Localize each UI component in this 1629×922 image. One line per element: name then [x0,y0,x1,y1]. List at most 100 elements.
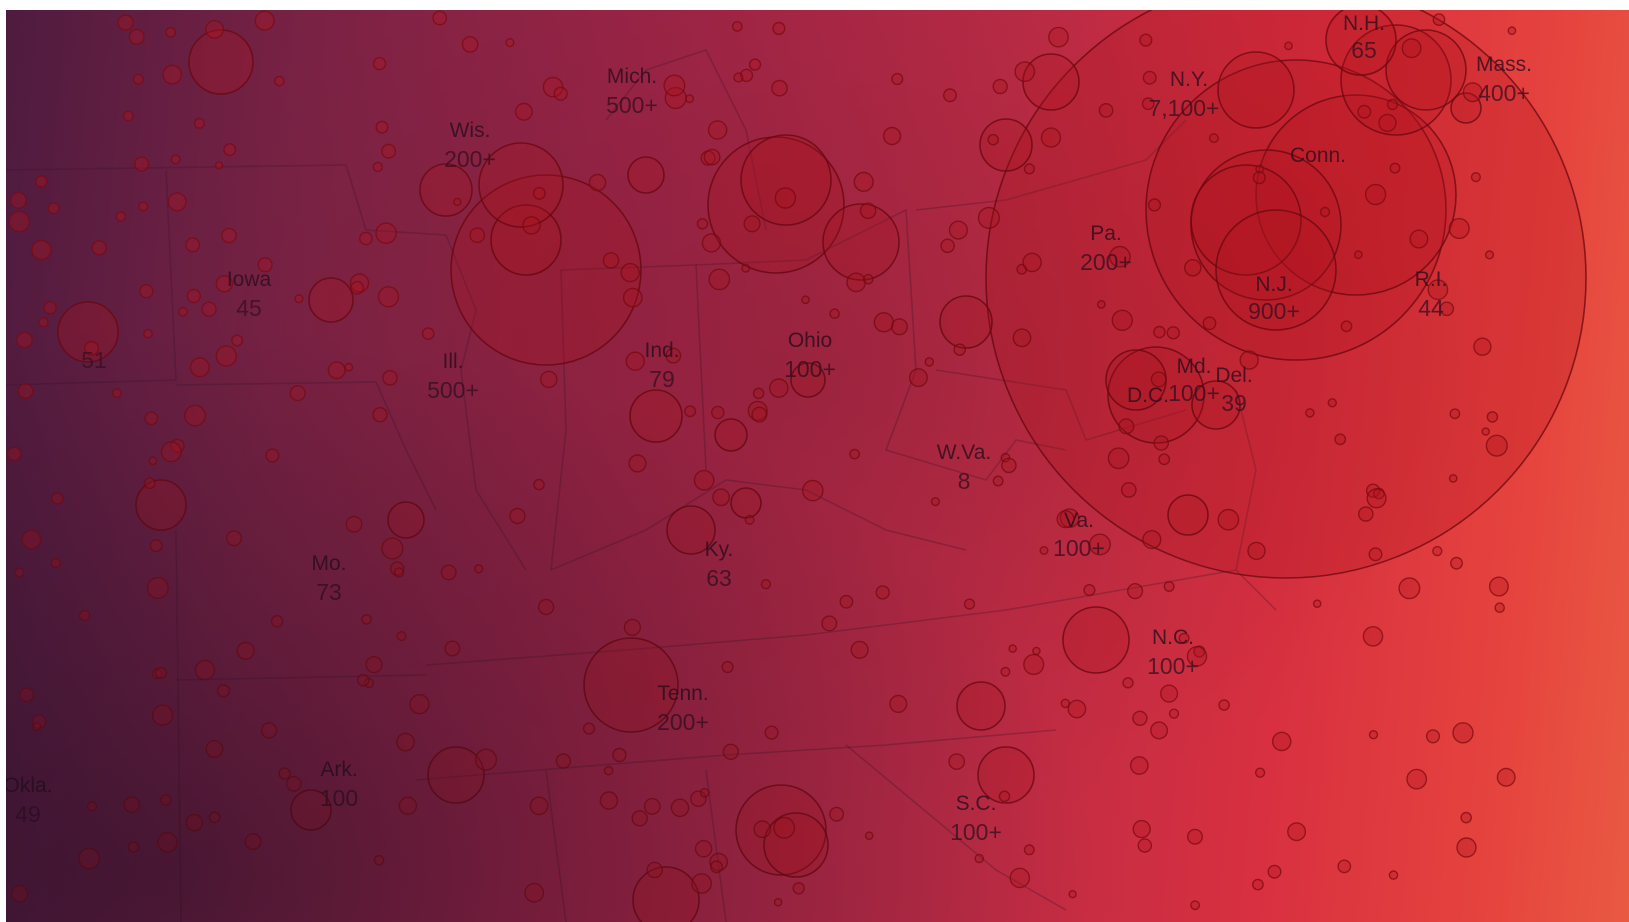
case-dot [193,117,205,129]
case-dot [1389,162,1401,174]
case-dot [540,370,558,389]
case-dot [1496,767,1516,787]
case-dot [14,567,25,578]
case-dot [998,790,1011,803]
case-dot [122,110,134,122]
state-count-nc: 100+ [1147,653,1199,679]
case-dot [1139,33,1153,47]
case-dot [741,263,751,273]
case-dot [752,387,765,400]
case-dot [1448,217,1470,240]
case-dot [774,187,797,209]
case-dot [1340,320,1353,333]
case-dot [1448,473,1458,483]
case-dot [1168,708,1180,719]
bubble-ny-upstate [1217,51,1295,129]
bubble-atlanta-inner [763,812,829,878]
state-name-ri: R.I. [1415,268,1448,291]
case-dot [139,284,154,299]
case-dot [772,21,786,36]
case-dot [86,801,98,812]
case-dot [711,405,725,420]
case-dot [194,659,216,681]
case-dot [1132,710,1148,726]
case-dot [1132,819,1151,839]
case-dot [1484,250,1495,260]
case-dot [693,469,715,491]
case-dot [963,598,976,610]
bubble-atlanta [735,784,827,876]
case-dot [9,191,27,209]
case-dot [51,492,64,505]
case-dot [801,295,810,305]
case-dot [1247,541,1266,561]
case-dot [381,537,404,560]
case-dot [244,833,262,851]
case-dot [1040,127,1062,148]
case-dot [361,614,372,625]
case-dot [1056,510,1075,529]
state-name-okla: Okla. [6,774,53,797]
state-name-mass: Mass. [1476,53,1532,76]
case-dot [1254,767,1266,778]
case-dot [1368,547,1383,562]
bubble-baltimore [1191,380,1241,430]
case-dot [1364,183,1387,206]
case-dot [721,660,734,674]
case-dot [764,725,779,740]
state-count-iowa: 45 [236,295,262,321]
case-dot [1388,870,1399,880]
border-mich [605,49,767,231]
case-dot [582,722,596,735]
case-dot [747,400,768,421]
case-dot [1255,164,1265,174]
case-dot [1129,756,1149,775]
case-dot [215,345,238,367]
case-dot [977,206,1000,229]
case-dot [257,257,273,273]
bubble-charlotte [956,681,1006,731]
case-dot [1008,644,1018,653]
case-dot [1126,582,1144,600]
case-dot [739,68,754,83]
state-count-mich: 500+ [606,92,658,118]
case-dot [623,618,642,637]
case-dot [1218,699,1230,711]
state-count-ri: 44 [1418,295,1444,321]
state-count-sc: 100+ [950,819,1002,845]
case-dot [165,26,177,38]
state-borders [6,49,1277,922]
state-count-tenn: 200+ [657,709,709,735]
case-dot [1083,583,1096,597]
case-dot [1150,371,1167,388]
label-wva: W.Va. 8 [937,441,991,494]
case-dot [853,171,874,192]
case-dot [1032,646,1041,656]
case-dot [690,790,707,808]
case-dot [665,347,682,364]
state-name-del: Del. [1215,364,1252,387]
case-dot [1425,729,1441,744]
bubble-des-moines [308,277,354,323]
case-dot [1088,533,1111,556]
case-dot [8,210,31,233]
case-dot [631,810,648,827]
case-dot [373,855,385,866]
border-ohio-pa [695,208,917,451]
bubble-minneapolis [188,29,254,95]
case-dot [953,343,967,357]
state-name-sc: S.C. [956,792,997,815]
border-illinois-west [445,234,527,571]
case-dot [1486,411,1499,423]
bubble-conn [1255,94,1457,296]
case-dot [1305,408,1315,418]
state-name-ohio: Ohio [788,329,832,352]
case-map: Iowa 45 Wis. 200+ Mich. 500+ Ill. 500+ Ind. 7… [6,10,1629,922]
state-name-wis: Wis. [450,119,491,142]
case-dot [356,673,370,687]
case-dot [891,72,904,86]
case-dot [134,156,150,172]
bubble-omaha [57,301,119,363]
border-minn-iowa [6,164,447,236]
case-dot [1319,206,1331,218]
